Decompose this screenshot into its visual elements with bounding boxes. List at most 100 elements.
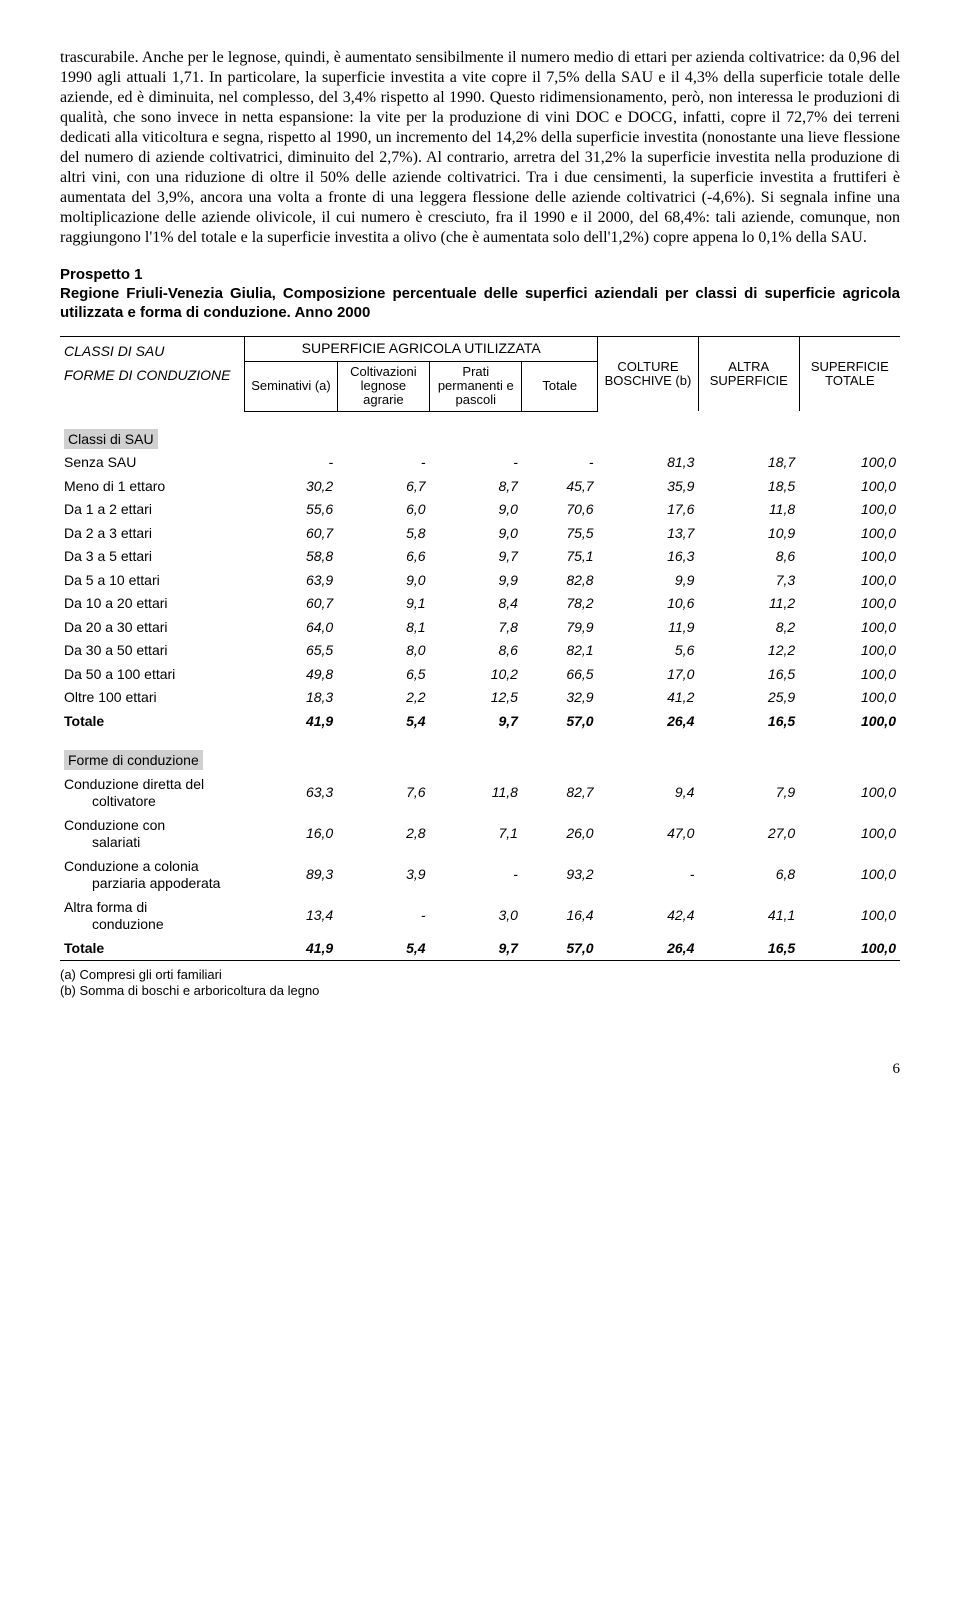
row-label: Da 10 a 20 ettari: [60, 592, 245, 616]
cell-value: 100,0: [799, 773, 900, 814]
cell-value: 26,4: [598, 937, 699, 961]
cell-value: 8,4: [430, 592, 522, 616]
cell-value: 66,5: [522, 663, 598, 687]
row-label: Conduzione a coloniaparziaria appoderata: [60, 855, 245, 896]
cell-value: 42,4: [598, 896, 699, 937]
cell-value: 60,7: [245, 592, 337, 616]
cell-value: 8,7: [430, 475, 522, 499]
cell-value: 5,4: [337, 710, 429, 734]
body-paragraph: trascurabile. Anche per le legnose, quin…: [60, 48, 900, 248]
row-label: Conduzione diretta delcoltivatore: [60, 773, 245, 814]
cell-value: 9,0: [337, 569, 429, 593]
cell-value: 41,9: [245, 710, 337, 734]
header-totale: SUPERFICIE TOTALE: [799, 337, 900, 411]
cell-value: 41,1: [698, 896, 799, 937]
cell-value: 100,0: [799, 592, 900, 616]
cell-value: 11,2: [698, 592, 799, 616]
cell-value: 78,2: [522, 592, 598, 616]
cell-value: 100,0: [799, 663, 900, 687]
cell-value: -: [337, 896, 429, 937]
cell-value: 3,0: [430, 896, 522, 937]
cell-value: 12,5: [430, 686, 522, 710]
cell-value: 16,0: [245, 814, 337, 855]
header-colture: COLTURE BOSCHIVE (b): [598, 337, 699, 411]
cell-value: 7,9: [698, 773, 799, 814]
cell-value: 9,4: [598, 773, 699, 814]
cell-value: 10,2: [430, 663, 522, 687]
header-seminativi: Seminativi (a): [245, 361, 337, 411]
cell-value: 8,6: [430, 639, 522, 663]
cell-value: 10,9: [698, 522, 799, 546]
cell-value: 8,2: [698, 616, 799, 640]
cell-value: 27,0: [698, 814, 799, 855]
page-number: 6: [60, 1060, 900, 1079]
cell-value: 100,0: [799, 814, 900, 855]
cell-value: 100,0: [799, 896, 900, 937]
cell-value: 100,0: [799, 475, 900, 499]
cell-value: 30,2: [245, 475, 337, 499]
cell-value: 13,7: [598, 522, 699, 546]
cell-value: 45,7: [522, 475, 598, 499]
cell-value: 11,9: [598, 616, 699, 640]
cell-value: 93,2: [522, 855, 598, 896]
cell-value: 8,1: [337, 616, 429, 640]
cell-value: 63,3: [245, 773, 337, 814]
data-table: CLASSI DI SAU FORME DI CONDUZIONE SUPERF…: [60, 336, 900, 961]
cell-value: 82,7: [522, 773, 598, 814]
cell-value: 79,9: [522, 616, 598, 640]
cell-value: 18,7: [698, 451, 799, 475]
cell-value: 49,8: [245, 663, 337, 687]
row-label: Da 2 a 3 ettari: [60, 522, 245, 546]
cell-value: 26,0: [522, 814, 598, 855]
cell-value: 82,1: [522, 639, 598, 663]
cell-value: -: [245, 451, 337, 475]
cell-value: 3,9: [337, 855, 429, 896]
cell-value: 13,4: [245, 896, 337, 937]
cell-value: 16,5: [698, 937, 799, 961]
section-classi: Classi di SAU: [64, 429, 158, 449]
cell-value: 100,0: [799, 616, 900, 640]
cell-value: 6,0: [337, 498, 429, 522]
cell-value: 89,3: [245, 855, 337, 896]
row-label: Oltre 100 ettari: [60, 686, 245, 710]
row-label: Da 1 a 2 ettari: [60, 498, 245, 522]
footnotes: (a) Compresi gli orti familiari (b) Somm…: [60, 967, 900, 1000]
cell-value: 75,5: [522, 522, 598, 546]
cell-value: 100,0: [799, 686, 900, 710]
cell-value: 17,0: [598, 663, 699, 687]
cell-value: 5,4: [337, 937, 429, 961]
cell-value: 8,0: [337, 639, 429, 663]
cell-value: -: [430, 451, 522, 475]
cell-value: 6,7: [337, 475, 429, 499]
header-tot: Totale: [522, 361, 598, 411]
cell-value: 57,0: [522, 937, 598, 961]
cell-value: 26,4: [598, 710, 699, 734]
cell-value: -: [598, 855, 699, 896]
cell-value: 9,0: [430, 498, 522, 522]
cell-value: -: [522, 451, 598, 475]
cell-value: 8,6: [698, 545, 799, 569]
cell-value: 75,1: [522, 545, 598, 569]
row-label: Da 5 a 10 ettari: [60, 569, 245, 593]
cell-value: 2,8: [337, 814, 429, 855]
cell-value: 60,7: [245, 522, 337, 546]
cell-value: 100,0: [799, 937, 900, 961]
cell-value: 63,9: [245, 569, 337, 593]
header-left: CLASSI DI SAU FORME DI CONDUZIONE: [60, 337, 245, 411]
cell-value: 18,3: [245, 686, 337, 710]
cell-value: 35,9: [598, 475, 699, 499]
cell-value: 18,5: [698, 475, 799, 499]
cell-value: 9,7: [430, 545, 522, 569]
row-label: Meno di 1 ettaro: [60, 475, 245, 499]
cell-value: 57,0: [522, 710, 598, 734]
cell-value: 6,8: [698, 855, 799, 896]
cell-value: 100,0: [799, 710, 900, 734]
cell-value: 100,0: [799, 451, 900, 475]
header-prati: Prati permanenti e pascoli: [430, 361, 522, 411]
cell-value: 7,8: [430, 616, 522, 640]
header-coltivazioni: Coltivazioni legnose agrarie: [337, 361, 429, 411]
cell-value: 5,6: [598, 639, 699, 663]
cell-value: 64,0: [245, 616, 337, 640]
footnote-a: (a) Compresi gli orti familiari: [60, 967, 900, 983]
footnote-b: (b) Somma di boschi e arboricoltura da l…: [60, 983, 900, 999]
